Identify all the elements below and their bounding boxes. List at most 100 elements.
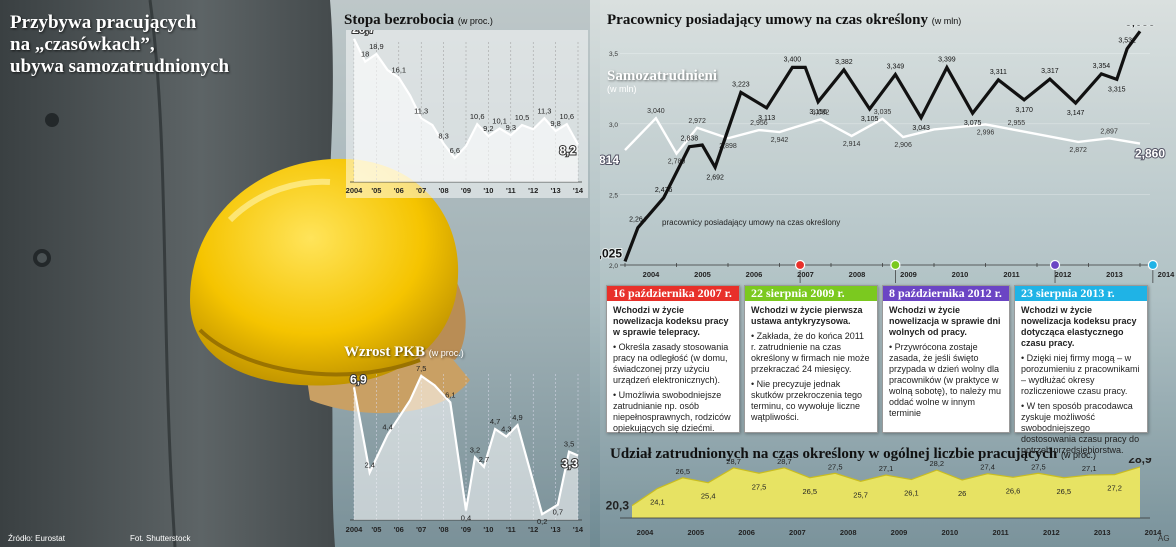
contracts-x-tick: 2011	[1003, 270, 1019, 279]
unemployment-data-label: 18	[361, 50, 369, 59]
gdp-data-label: 3,3	[561, 456, 578, 470]
share-data-label: 26,6	[1006, 486, 1021, 495]
contracts-data-label: 3,156	[809, 109, 827, 116]
unemployment-x-tick: '05	[371, 186, 381, 195]
share-data-label: 27,1	[1082, 464, 1097, 473]
self-employed-data-label: 3,035	[874, 109, 892, 116]
event-bullet-2012-1: • Przywrócona zostaje zasada, że jeśli ś…	[889, 342, 1002, 418]
contracts-data-label: 3,113	[758, 115, 775, 122]
self-employed-data-label: 2,942	[771, 137, 789, 144]
event-marker	[1049, 259, 1061, 271]
contracts-x-tick: 2012	[1055, 270, 1072, 279]
self-employed-data-label: 2,906	[894, 142, 912, 149]
share-x-tick: 2008	[840, 528, 857, 537]
event-marker	[795, 259, 806, 271]
gdp-data-label: 3,2	[470, 445, 480, 454]
contracts-data-label: 3,317	[1041, 68, 1059, 75]
share-area	[632, 466, 1140, 518]
unemployment-x-tick: '13	[551, 186, 561, 195]
unemployment-data-label: 18,9	[369, 42, 384, 51]
event-lead-2007: Wchodzi w życie nowelizacja kodeksu prac…	[613, 305, 729, 337]
self-employed-data-label: 2,972	[688, 118, 706, 125]
event-date-2012: 8 października 2012 r.	[883, 286, 1009, 301]
contracts-x-tick: 2013	[1106, 270, 1123, 279]
contracts-y-tick: 3,0	[609, 122, 618, 129]
contracts-x-tick: 2007	[797, 270, 814, 279]
contracts-data-label: 3,399	[938, 56, 956, 63]
contracts-data-label: 3,075	[964, 120, 982, 127]
share-data-label: 28,7	[726, 458, 741, 466]
event-date-2009: 22 sierpnia 2009 r.	[745, 286, 877, 301]
gdp-chart: 6,9 2,4 4,4 7,5 6,1 0,4 3,22,7 4,74,34,9 0,2 0,7 3…	[346, 364, 584, 534]
self-employed-data-label: 2,955	[1008, 120, 1026, 127]
contracts-data-label: 3,170	[1015, 107, 1033, 114]
contracts-x-tick: 2004	[643, 270, 661, 279]
unemployment-data-label: 9,3	[506, 123, 516, 132]
event-marker	[1147, 259, 1158, 271]
gdp-data-label: 2,4	[364, 461, 374, 470]
unemployment-data-label: 10,1	[492, 116, 507, 125]
share-x-tick: 2012	[1043, 528, 1060, 537]
contracts-data-label: 3,382	[835, 59, 853, 66]
unemployment-data-label: 16,1	[391, 66, 406, 75]
contracts-data-label: 3,655	[1125, 25, 1155, 28]
share-data-label: 26,1	[904, 489, 919, 498]
self-employed-data-label: 2,898	[719, 143, 737, 150]
share-x-tick: 2007	[789, 528, 806, 537]
share-data-label: 28,9	[1128, 458, 1152, 466]
self-employed-data-label: 2,996	[977, 129, 995, 136]
contracts-data-label: 2,838	[681, 136, 699, 143]
event-card-2012: 8 października 2012 r. Wchodzi w życie n…	[882, 285, 1010, 433]
share-data-label: 27,1	[879, 464, 894, 473]
share-data-label: 27,5	[752, 482, 767, 491]
share-data-label: 26	[958, 489, 966, 498]
self-employed-data-label: 2,872	[1069, 147, 1087, 154]
gdp-x-tick: 2004	[346, 525, 364, 534]
unemployment-title: Stopa bezrobocia (w proc.)	[344, 12, 493, 28]
unemployment-area	[354, 38, 578, 182]
gdp-x-tick: '05	[371, 525, 381, 534]
unemployment-chart: 20,71818,916,111,38,36,610,69,210,19,310…	[346, 30, 588, 198]
share-data-label: 26,5	[802, 487, 817, 496]
unemployment-x-tick: '14	[573, 186, 584, 195]
share-data-label: 25,7	[853, 490, 868, 499]
contracts-x-tick: 2006	[746, 270, 763, 279]
self-employed-data-label: 2,956	[750, 120, 768, 127]
gdp-data-label: 0,7	[553, 508, 563, 517]
contracts-data-label: 3,105	[861, 116, 879, 123]
gdp-x-tick: '14	[573, 525, 584, 534]
contracts-y-tick: 2,0	[609, 263, 618, 270]
unemployment-data-label: 10,5	[515, 113, 530, 122]
unemployment-data-label: 20,7	[352, 30, 376, 36]
self-employed-line	[624, 116, 1141, 156]
gdp-data-label: 4,3	[501, 425, 511, 434]
contracts-data-label: 2,692	[706, 174, 724, 181]
share-x-tick: 2004	[637, 528, 655, 537]
gdp-data-label: 0,2	[537, 517, 547, 526]
self-employed-data-label: 2,897	[1100, 128, 1118, 135]
contracts-data-label: 2,264	[629, 217, 647, 224]
contracts-x-tick: 2008	[849, 270, 866, 279]
share-title: Udział zatrudnionych na czas określony w…	[610, 446, 1096, 462]
gdp-data-label: 4,4	[382, 423, 392, 432]
gdp-x-tick: '10	[483, 525, 493, 534]
contracts-title: Pracownicy posiadający umowy na czas okr…	[607, 12, 962, 28]
gdp-data-label: 3,5	[564, 440, 574, 449]
event-card-2009: 22 sierpnia 2009 r. Wchodzi w życie pier…	[744, 285, 878, 433]
event-bullet-2007-2: • Umożliwia swobodniejsze zatrudnianie n…	[613, 390, 731, 433]
event-bullet-2007-1: • Określa zasady stosowania pracy na odl…	[613, 342, 729, 385]
contracts-line	[623, 30, 1142, 263]
self-employed-data-label: 2,789	[668, 159, 686, 166]
gdp-area	[354, 375, 578, 520]
event-bullet-2009-1: • Zakłada, że do końca 2011 r. zatrudnie…	[751, 331, 870, 374]
share-data-label: 28,7	[777, 458, 792, 466]
contracts-chart: 2,0 2,5 3,0 3,5 2,814 3,040 2,789 2,972 2,898 2,9…	[600, 25, 1175, 283]
unemployment-data-label: 10,6	[559, 112, 574, 121]
share-data-label: 27,2	[1107, 484, 1122, 493]
contracts-y-tick: 3,5	[609, 51, 618, 58]
gdp-data-label: 2,7	[479, 455, 489, 464]
share-x-tick: 2006	[738, 528, 755, 537]
share-data-label: 25,4	[701, 492, 716, 501]
gdp-data-label: 6,9	[350, 372, 367, 386]
unemployment-x-tick: 2004	[346, 186, 364, 195]
